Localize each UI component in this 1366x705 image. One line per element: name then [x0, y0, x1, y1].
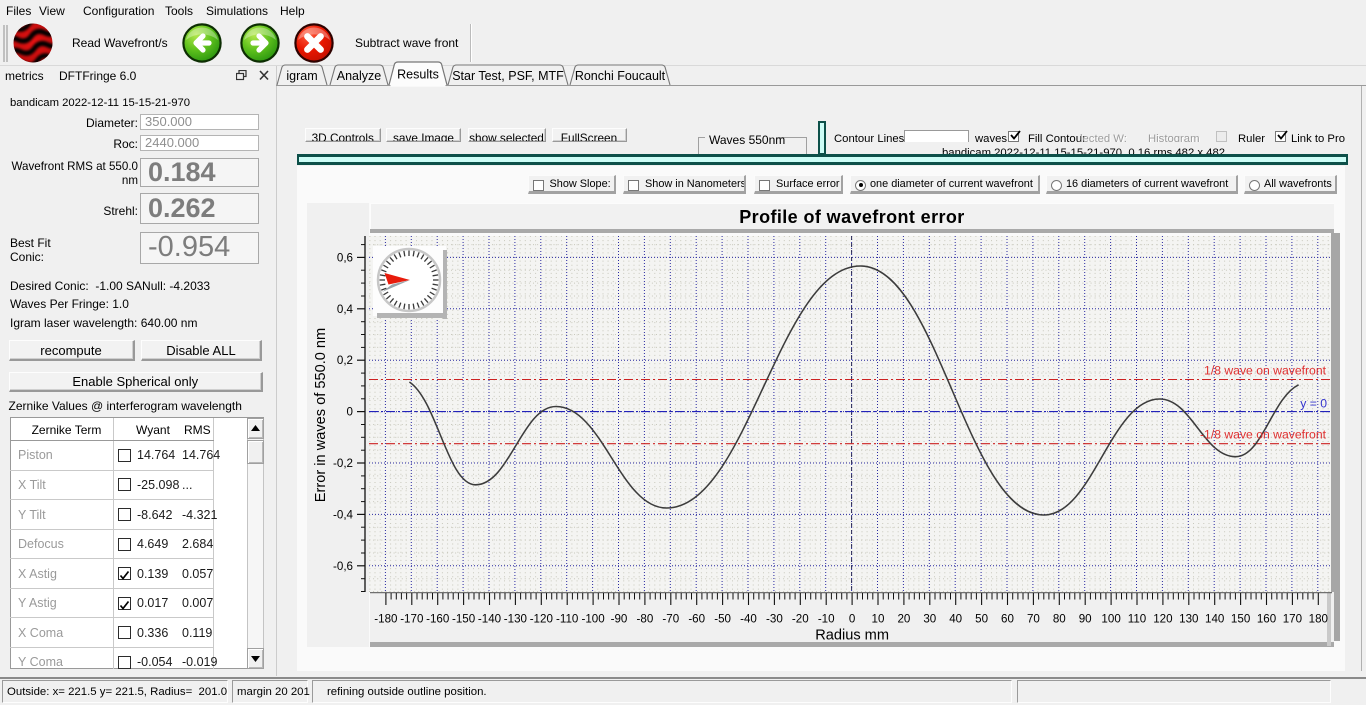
- svg-text:-170: -170: [400, 613, 423, 626]
- svg-text:-0,4: -0,4: [333, 508, 354, 521]
- svg-text:50: 50: [975, 613, 988, 626]
- svg-text:Results: Results: [397, 68, 439, 82]
- svg-text:120: 120: [1153, 613, 1172, 626]
- svg-text:0,2: 0,2: [337, 354, 353, 367]
- svg-text:-0,6: -0,6: [333, 560, 353, 573]
- svg-text:30: 30: [923, 613, 936, 626]
- svg-text:0,4: 0,4: [337, 303, 354, 316]
- svg-text:20: 20: [897, 613, 910, 626]
- svg-text:0,6: 0,6: [337, 251, 353, 264]
- svg-text:-40: -40: [740, 613, 757, 626]
- svg-text:-10: -10: [817, 613, 834, 626]
- svg-text:70: 70: [1026, 613, 1039, 626]
- svg-text:150: 150: [1230, 613, 1249, 626]
- svg-text:-90: -90: [610, 613, 627, 626]
- svg-text:Star Test, PSF, MTF: Star Test, PSF, MTF: [452, 69, 564, 83]
- svg-text:igram: igram: [286, 69, 317, 83]
- svg-text:0: 0: [347, 406, 353, 419]
- svg-text:100: 100: [1101, 613, 1120, 626]
- svg-text:-160: -160: [426, 613, 449, 626]
- svg-text:-1/8 wave on wavefront: -1/8 wave on wavefront: [1200, 428, 1327, 442]
- svg-text:-50: -50: [714, 613, 731, 626]
- svg-text:-180: -180: [374, 613, 397, 626]
- svg-text:-60: -60: [688, 613, 705, 626]
- svg-text:y = 0: y = 0: [1300, 397, 1327, 411]
- svg-text:-150: -150: [451, 613, 474, 626]
- svg-text:40: 40: [949, 613, 962, 626]
- svg-text:10: 10: [871, 613, 884, 626]
- svg-text:-80: -80: [636, 613, 653, 626]
- svg-text:0: 0: [848, 613, 854, 626]
- svg-text:-0,2: -0,2: [333, 457, 353, 470]
- svg-text:-100: -100: [581, 613, 604, 626]
- svg-text:130: 130: [1179, 613, 1198, 626]
- svg-text:90: 90: [1078, 613, 1091, 626]
- svg-text:Radius mm: Radius mm: [815, 628, 889, 643]
- svg-text:60: 60: [1001, 613, 1014, 626]
- svg-text:-120: -120: [529, 613, 552, 626]
- svg-text:160: 160: [1256, 613, 1275, 626]
- svg-text:-70: -70: [662, 613, 679, 626]
- svg-text:-30: -30: [766, 613, 783, 626]
- svg-text:-140: -140: [477, 613, 500, 626]
- svg-text:-130: -130: [503, 613, 526, 626]
- svg-text:1/8 wave on wavefront: 1/8 wave on wavefront: [1204, 364, 1327, 378]
- svg-text:180: 180: [1308, 613, 1327, 626]
- svg-text:80: 80: [1052, 613, 1065, 626]
- svg-text:140: 140: [1205, 613, 1224, 626]
- svg-text:Analyze: Analyze: [337, 69, 382, 83]
- svg-text:170: 170: [1282, 613, 1301, 626]
- svg-text:Ronchi Foucault: Ronchi Foucault: [575, 69, 666, 83]
- svg-text:110: 110: [1127, 613, 1145, 626]
- svg-text:-20: -20: [791, 613, 808, 626]
- svg-text:-110: -110: [556, 613, 578, 626]
